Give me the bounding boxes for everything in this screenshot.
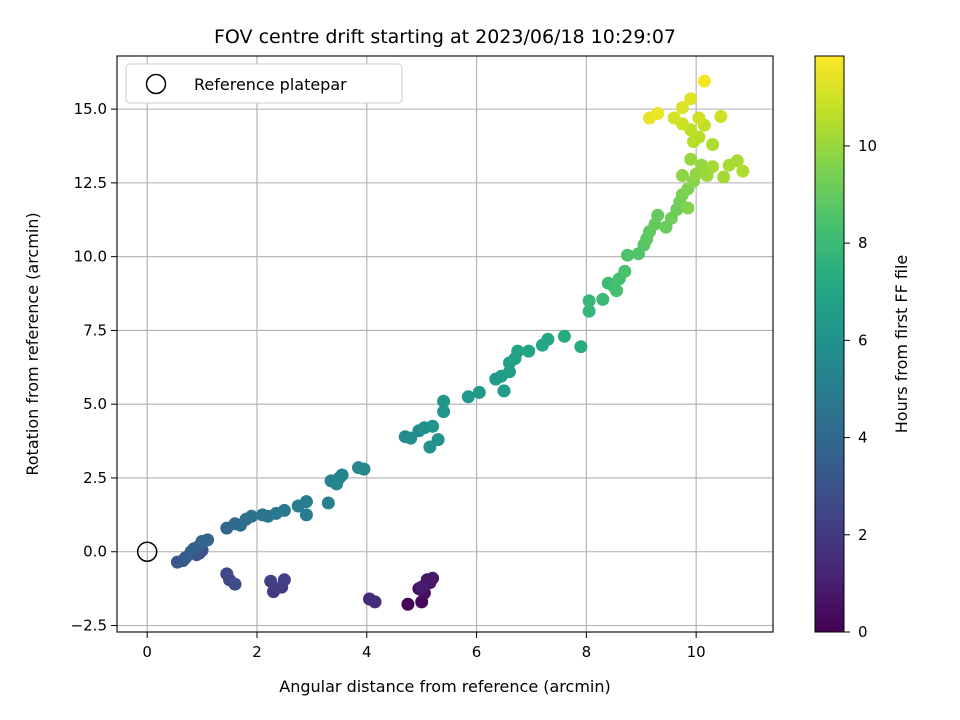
- grid: [117, 56, 773, 632]
- data-point: [511, 344, 525, 358]
- y-tick-label: 2.5: [83, 469, 107, 487]
- data-point: [706, 160, 720, 174]
- data-point: [522, 344, 536, 358]
- colorbar-tick-label: 6: [858, 331, 868, 349]
- data-point: [472, 385, 486, 399]
- plot-frame: [116, 55, 774, 633]
- y-tick-label: 5.0: [83, 395, 107, 413]
- x-tick-label: 2: [252, 643, 262, 661]
- data-point: [557, 329, 571, 343]
- scatter-points: [170, 74, 750, 611]
- data-point: [368, 595, 382, 609]
- legend: Reference platepar: [125, 63, 403, 104]
- plot-area: 0 2 4 6 8 10 −2.5 0.0 2.5 5.0 7.5 10.0 12.5 15.0: [71, 55, 774, 661]
- data-point: [437, 405, 451, 419]
- data-point: [461, 390, 475, 404]
- data-point: [651, 208, 665, 222]
- x-tick-label: 8: [582, 643, 592, 661]
- data-point: [330, 477, 344, 491]
- x-tick-label: 0: [142, 643, 152, 661]
- data-point: [245, 509, 258, 523]
- data-point: [426, 571, 440, 585]
- colorbar-gradient: [814, 55, 845, 633]
- data-point: [582, 304, 596, 318]
- data-point: [651, 107, 665, 120]
- data-point: [277, 503, 291, 517]
- data-point: [357, 462, 371, 476]
- data-point: [692, 111, 706, 125]
- data-point: [684, 152, 698, 166]
- data-point: [264, 574, 278, 588]
- x-axis-ticks: 0 2 4 6 8 10: [142, 632, 706, 661]
- data-point: [431, 433, 445, 447]
- data-point: [201, 533, 215, 547]
- data-point: [299, 508, 313, 522]
- legend-box: [125, 63, 403, 104]
- data-point: [574, 340, 588, 354]
- data-point: [437, 394, 451, 408]
- data-point: [596, 292, 610, 306]
- x-tick-label: 6: [472, 643, 482, 661]
- data-point: [697, 74, 711, 88]
- data-point: [714, 110, 728, 123]
- y-axis-label: Rotation from reference (arcmin): [23, 212, 42, 475]
- data-point: [706, 138, 720, 151]
- y-tick-label: 15.0: [74, 100, 107, 118]
- data-point: [401, 597, 415, 611]
- data-point: [618, 264, 632, 278]
- colorbar-tick-label: 4: [858, 429, 868, 447]
- data-point: [228, 577, 242, 591]
- reference-marker: [136, 541, 158, 562]
- data-point: [299, 495, 313, 509]
- data-point: [684, 92, 698, 106]
- x-tick-label: 10: [687, 643, 706, 661]
- colorbar-tick-label: 0: [858, 623, 868, 641]
- x-tick-label: 4: [362, 643, 372, 661]
- data-point: [675, 101, 689, 115]
- data-point: [541, 332, 555, 346]
- data-point: [415, 580, 429, 594]
- colorbar-tick-label: 10: [858, 137, 877, 155]
- y-tick-label: 12.5: [74, 174, 107, 192]
- colorbar: 0 2 4 6 8 10 Hours from first FF file: [814, 55, 911, 641]
- colorbar-tick-label: 8: [858, 234, 868, 252]
- data-point: [736, 164, 750, 178]
- data-point: [497, 384, 511, 398]
- colorbar-label: Hours from first FF file: [892, 255, 911, 434]
- data-point: [730, 154, 744, 168]
- data-point: [277, 573, 291, 587]
- y-tick-label: 10.0: [74, 248, 107, 266]
- chart-title: FOV centre drift starting at 2023/06/18 …: [214, 26, 676, 48]
- x-axis-label: Angular distance from reference (arcmin): [279, 677, 610, 696]
- data-point: [321, 496, 335, 510]
- legend-label: Reference platepar: [194, 75, 347, 94]
- colorbar-tick-label: 2: [858, 526, 868, 544]
- data-point: [582, 294, 596, 308]
- y-tick-label: 0.0: [83, 543, 107, 561]
- data-point: [717, 170, 731, 184]
- data-point: [667, 111, 681, 125]
- data-point: [695, 158, 709, 172]
- data-point: [675, 169, 689, 182]
- data-point: [681, 201, 695, 215]
- legend-marker: [145, 73, 167, 95]
- data-point: [621, 248, 634, 262]
- y-tick-label: 7.5: [83, 321, 107, 339]
- colorbar-ticks: 0 2 4 6 8 10: [844, 137, 877, 641]
- data-point: [610, 284, 623, 298]
- data-point: [426, 419, 440, 433]
- y-tick-label: −2.5: [71, 617, 107, 635]
- y-axis-ticks: −2.5 0.0 2.5 5.0 7.5 10.0 12.5 15.0: [71, 100, 117, 635]
